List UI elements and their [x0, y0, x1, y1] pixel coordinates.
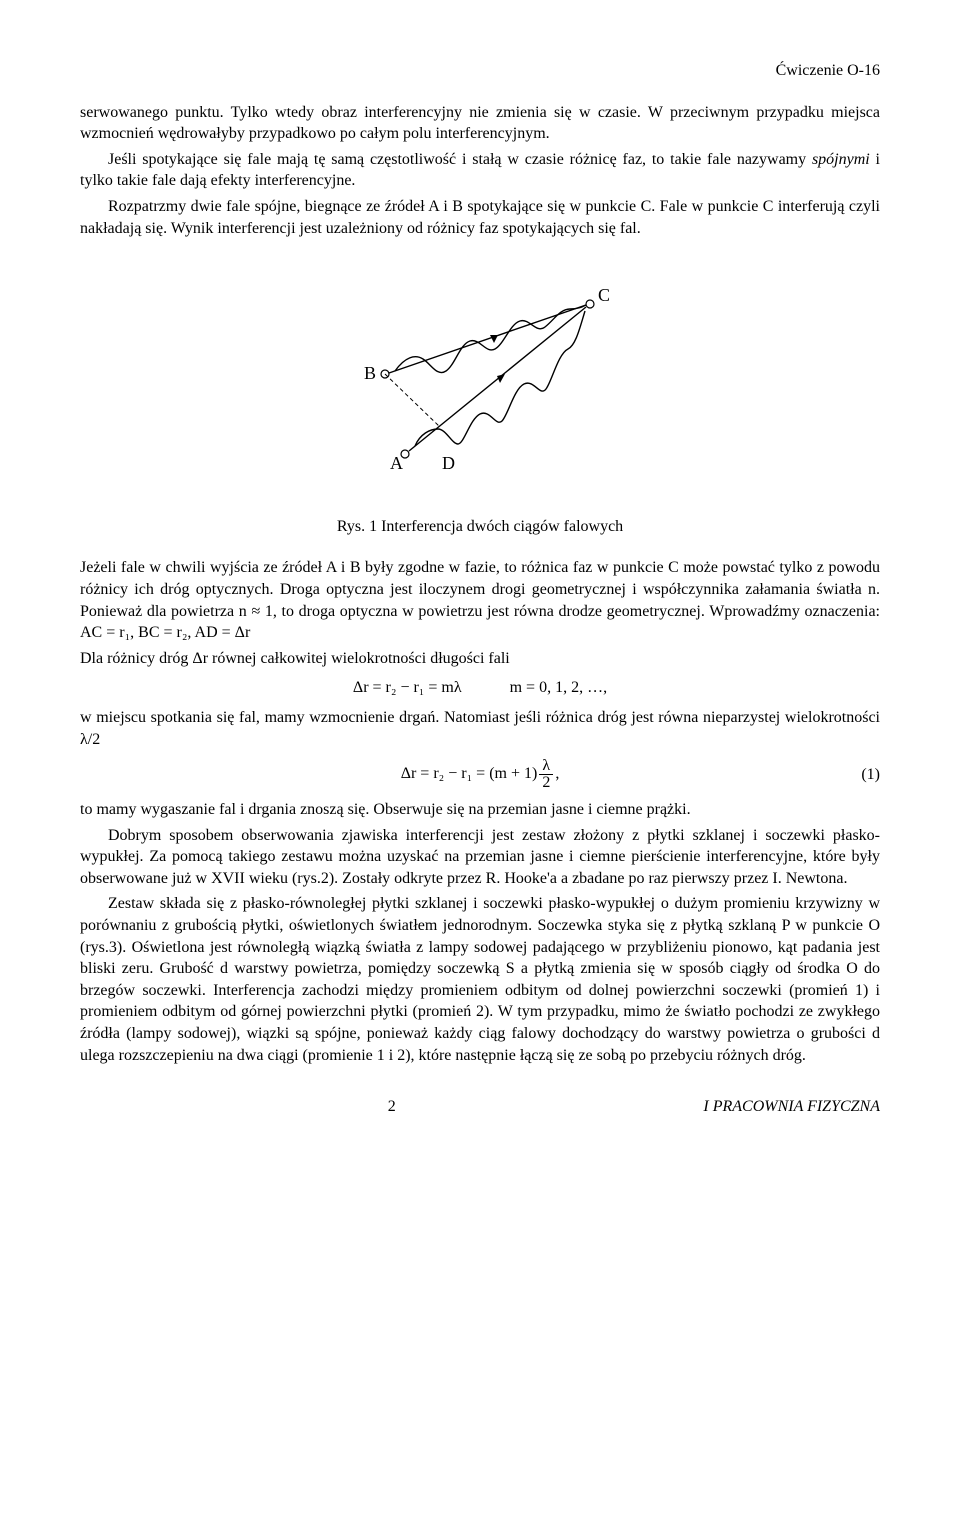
para2-a: Jeśli spotykające się fale mają tę samą … — [108, 151, 812, 168]
lab-name: I PRACOWNIA FIZYCZNA — [703, 1096, 880, 1118]
paragraph-5: Dla różnicy dróg Δr równej całkowitej wi… — [80, 648, 880, 670]
eq2-after: , — [555, 765, 559, 782]
exercise-header: Ćwiczenie O-16 — [80, 60, 880, 82]
caption-text: Interferencja dwóch ciągów falowych — [377, 518, 623, 535]
para2-b-italic: spójnymi — [812, 151, 870, 168]
wave-diagram-svg: A B C D — [320, 269, 640, 489]
label-A: A — [390, 453, 403, 473]
paragraph-6: w miejscu spotkania się fal, mamy wzmocn… — [80, 707, 880, 750]
label-B: B — [364, 363, 376, 383]
paragraph-7: to mamy wygaszanie fal i drgania znoszą … — [80, 799, 880, 821]
paragraph-1: serwowanego punktu. Tylko wtedy obraz in… — [80, 102, 880, 145]
eq2-number: (1) — [861, 764, 880, 786]
page-footer: 2 I PRACOWNIA FIZYCZNA — [80, 1096, 880, 1118]
paragraph-8: Dobrym sposobem obserwowania zjawiska in… — [80, 825, 880, 890]
paragraph-3: Rozpatrzmy dwie fale spójne, biegnące ze… — [80, 196, 880, 239]
page-number: 2 — [388, 1096, 396, 1118]
equation-2: Δr = r₂ − r₁ = (m + 1)λ2, (1) — [80, 758, 880, 791]
paragraph-9: Zestaw składa się z płasko-równoległej p… — [80, 893, 880, 1066]
label-C: C — [598, 285, 610, 305]
eq2-body: Δr = r₂ − r₁ = (m + 1)λ2, — [401, 758, 560, 791]
paragraph-2: Jeśli spotykające się fale mają tę samą … — [80, 149, 880, 192]
label-D: D — [442, 453, 455, 473]
eq2-num: λ — [539, 758, 553, 775]
equation-1: Δr = r₂ − r₁ = mλ m = 0, 1, 2, …, — [80, 677, 880, 699]
eq2-fraction: λ2 — [539, 758, 553, 791]
caption-prefix: Rys. 1 — [337, 518, 377, 535]
eq2-left: Δr = r₂ − r₁ = (m + 1) — [401, 765, 538, 782]
eq2-den: 2 — [539, 775, 553, 791]
figure-caption: Rys. 1 Interferencja dwóch ciągów falowy… — [80, 516, 880, 538]
paragraph-4: Jeżeli fale w chwili wyjścia ze źródeł A… — [80, 557, 880, 643]
eq1-text: Δr = r₂ − r₁ = mλ m = 0, 1, 2, …, — [353, 679, 607, 696]
figure-interference: A B C D — [80, 269, 880, 496]
